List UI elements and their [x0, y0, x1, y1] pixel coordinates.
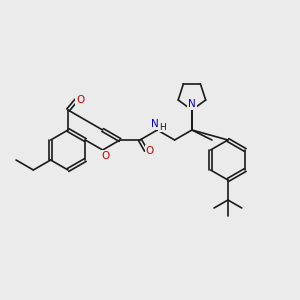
Text: O: O [101, 151, 110, 161]
Text: N: N [152, 119, 159, 129]
Text: O: O [76, 95, 85, 105]
Text: O: O [146, 146, 154, 156]
Text: H: H [159, 122, 166, 131]
Text: N: N [188, 99, 196, 109]
